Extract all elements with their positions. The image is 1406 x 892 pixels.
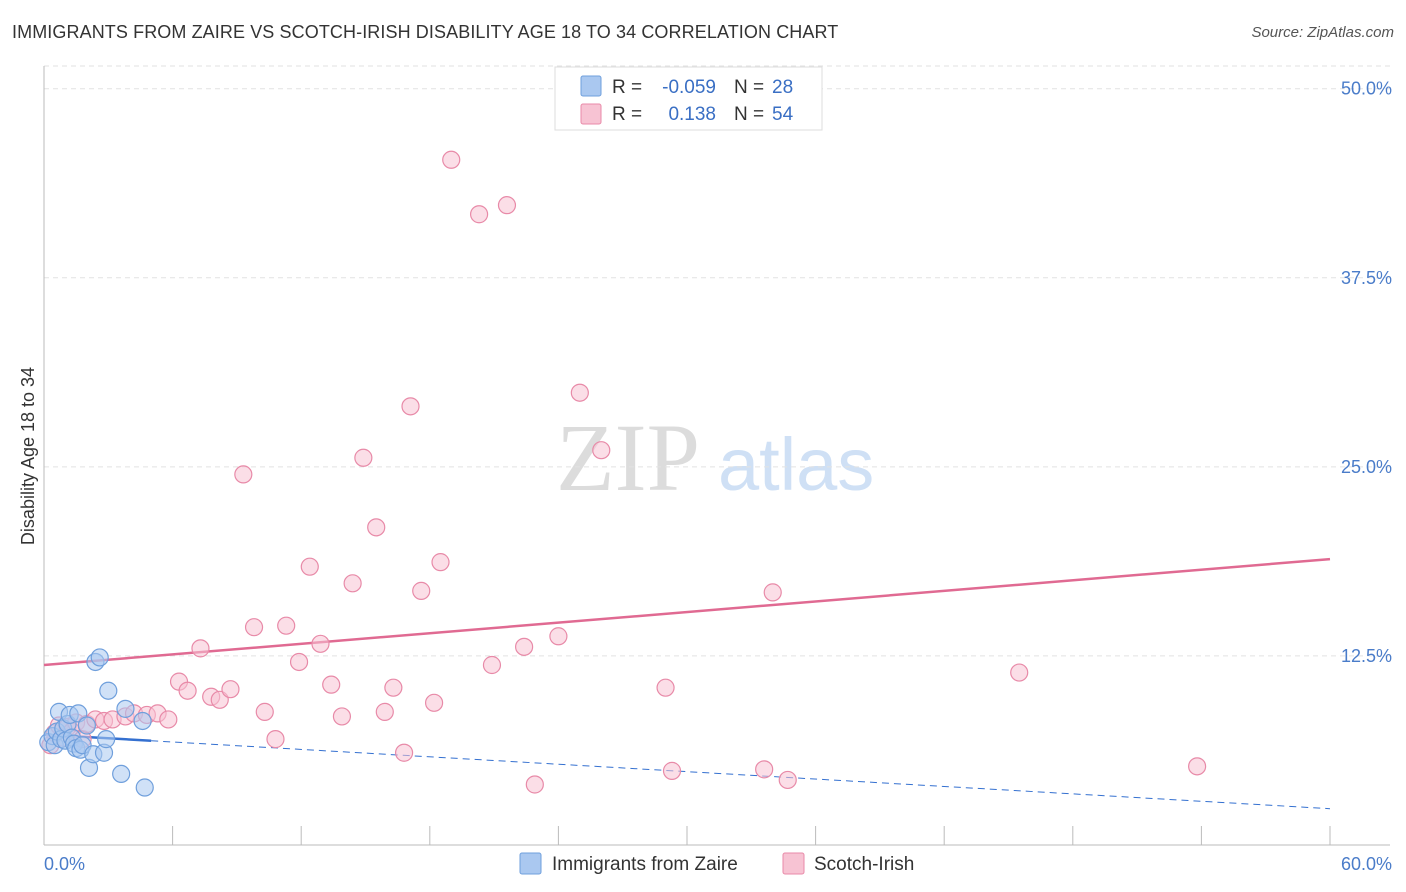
zaire-point — [90, 648, 109, 667]
scotch-irish-point — [221, 680, 240, 699]
zaire-point — [116, 699, 135, 718]
scotch-irish-point — [656, 678, 675, 697]
series-legend: Immigrants from Zaire Scotch-Irish — [519, 852, 914, 875]
y-tick-label: 12.5% — [1341, 646, 1392, 666]
legend-r-value-pink: 0.138 — [668, 104, 716, 125]
scotch-irish-point — [159, 710, 178, 729]
axes — [43, 66, 1390, 846]
scotch-irish-point — [1188, 757, 1207, 776]
scotch-irish-point — [354, 448, 373, 467]
scotch-irish-point — [570, 383, 589, 402]
scotch-irish-point — [375, 702, 394, 721]
scotch-irish-point — [755, 760, 774, 779]
series-legend-swatch-zaire — [519, 852, 542, 875]
correlation-legend: R = -0.059 N = 28 R = 0.138 N = 54 — [554, 66, 823, 131]
chart-title: IMMIGRANTS FROM ZAIRE VS SCOTCH-IRISH DI… — [12, 22, 839, 42]
legend-swatch-blue — [580, 75, 602, 97]
legend-swatch-pink — [580, 103, 602, 125]
watermark-atlas: atlas — [718, 423, 874, 506]
scotch-irish-point — [525, 775, 544, 794]
zaire-point — [112, 764, 131, 784]
y-tick-labels: 12.5% 25.0% 37.5% 50.0% — [1341, 79, 1392, 666]
scotch-irish-point — [234, 465, 253, 484]
scotch-irish-point — [191, 639, 210, 658]
watermark-zip: ZIP — [556, 404, 700, 511]
x-tick-label-max: 60.0% — [1341, 854, 1392, 874]
x-tick-label-min: 0.0% — [44, 854, 85, 874]
scotch-irish-point — [394, 743, 414, 762]
scotch-irish-point — [300, 557, 319, 576]
scotch-irish-point — [343, 574, 362, 593]
scotch-irish-point — [412, 581, 431, 600]
scotch-irish-point — [497, 196, 517, 215]
scotch-irish-point — [469, 205, 489, 224]
y-tick-label: 50.0% — [1341, 79, 1392, 99]
scotch-irish-point — [367, 518, 386, 537]
zaire-point — [133, 711, 152, 731]
gridlines — [44, 65, 1390, 657]
legend-n-label-pink: N = — [734, 104, 764, 125]
series-legend-label-scotch-irish: Scotch-Irish — [814, 854, 914, 875]
scotch-irish-point — [178, 681, 197, 700]
x-ticks — [172, 826, 1331, 845]
zaire-point — [99, 681, 118, 700]
series-legend-swatch-scotch-irish — [782, 852, 805, 875]
legend-n-value-pink: 54 — [772, 104, 794, 125]
watermark: ZIP atlas — [556, 404, 874, 511]
scotch-irish-point — [266, 730, 285, 749]
scotch-irish-point — [515, 637, 534, 656]
series-legend-label-zaire: Immigrants from Zaire — [552, 854, 738, 875]
scotch-irish-point — [1010, 663, 1029, 682]
scotch-irish-point — [778, 770, 797, 790]
scotch-irish-point — [255, 702, 274, 721]
legend-n-value-blue: 28 — [772, 77, 793, 98]
scotch-irish-point — [289, 652, 309, 672]
scotch-irish-point — [424, 693, 444, 712]
zaire-trend-dashed — [151, 740, 1331, 810]
scotch-irish-point — [332, 707, 352, 726]
zaire-point — [135, 778, 154, 797]
legend-r-value-blue: -0.059 — [662, 77, 716, 98]
scotch-irish-point — [549, 627, 568, 646]
y-tick-label: 37.5% — [1341, 268, 1392, 288]
scotch-irish-point — [592, 441, 611, 460]
source-credit: Source: ZipAtlas.com — [1251, 24, 1394, 41]
scotch-irish-point — [763, 583, 782, 602]
scotch-irish-point — [662, 761, 682, 780]
legend-r-label-blue: R = — [612, 77, 642, 98]
y-axis-title: Disability Age 18 to 34 — [18, 367, 38, 545]
scotch-irish-point — [401, 397, 420, 416]
zaire-point — [97, 730, 116, 749]
scotch-irish-point — [244, 618, 264, 637]
zaire-points — [39, 648, 154, 797]
scotch-irish-point — [322, 675, 341, 694]
scotch-irish-point — [482, 655, 502, 675]
scotch-irish-point — [311, 634, 330, 653]
scotch-irish-point — [277, 616, 296, 635]
scotch-irish-point — [431, 553, 450, 572]
scotch-irish-point — [384, 678, 403, 697]
legend-r-label-pink: R = — [612, 104, 642, 125]
legend-n-label-blue: N = — [734, 77, 764, 98]
y-tick-label: 25.0% — [1341, 457, 1392, 477]
zaire-point — [77, 716, 96, 735]
scotch-irish-point — [442, 150, 461, 169]
scotch-irish-trend — [43, 557, 1331, 667]
